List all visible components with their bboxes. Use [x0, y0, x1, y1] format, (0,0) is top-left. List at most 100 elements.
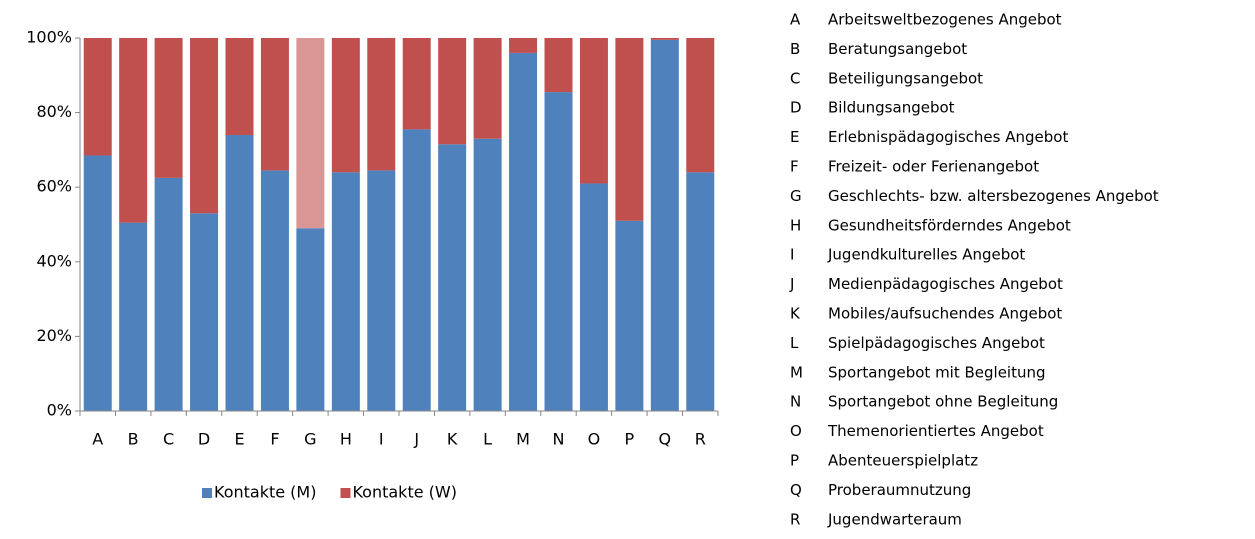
bar-segment: [367, 38, 396, 171]
bar-segment: [650, 38, 679, 40]
x-tick-label: R: [695, 430, 706, 449]
list-description: Spielpädagogisches Angebot: [828, 334, 1045, 352]
bar-segment: [260, 170, 289, 411]
bar-segment: [83, 38, 112, 156]
bar-segment: [331, 172, 360, 411]
x-tick-label: E: [234, 430, 244, 449]
list-description: Abenteuerspielplatz: [828, 452, 978, 470]
x-tick-label: G: [304, 430, 316, 449]
bar-segment: [260, 38, 289, 171]
bar-segment: [367, 170, 396, 411]
list-letter: H: [790, 216, 801, 234]
x-tick-label: B: [128, 430, 139, 449]
list-description: Medienpädagogisches Angebot: [828, 275, 1063, 293]
bar-segment: [544, 92, 573, 412]
list-description: Gesundheitsförderndes Angebot: [828, 216, 1071, 234]
bar-segment: [402, 129, 431, 411]
list-description: Themenorientiertes Angebot: [827, 422, 1044, 440]
list-letter: R: [790, 510, 800, 528]
list-description: Jugendwarteraum: [827, 510, 962, 528]
bar-segment: [331, 38, 360, 173]
x-tick-label: N: [553, 430, 565, 449]
y-tick-label: 20%: [36, 326, 72, 345]
x-tick-label: Q: [659, 430, 672, 449]
list-description: Arbeitsweltbezogenes Angebot: [828, 11, 1062, 29]
x-tick-label: A: [92, 430, 103, 449]
legend-label: Kontakte (M): [214, 483, 316, 502]
list-description: Beratungsangebot: [828, 40, 967, 58]
bar-segment: [119, 38, 148, 223]
list-letter: M: [790, 363, 803, 381]
list-letter: E: [790, 128, 799, 146]
bar-segment: [686, 38, 715, 173]
bar-segment: [296, 38, 325, 229]
x-tick-label: O: [588, 430, 601, 449]
x-tick-label: K: [447, 430, 458, 449]
bar-segment: [190, 213, 219, 411]
legend-swatch: [202, 488, 212, 498]
legend-swatch: [340, 488, 351, 498]
x-tick-label: I: [379, 430, 384, 449]
x-tick-label: P: [625, 430, 635, 449]
bar-segment: [438, 144, 467, 411]
bar-segment: [83, 155, 112, 411]
list-letter: D: [790, 99, 802, 117]
bar-segment: [650, 39, 679, 412]
list-description: Proberaumnutzung: [828, 481, 971, 499]
bar-segment: [509, 52, 538, 412]
bar-segment: [190, 38, 219, 214]
list-letter: Q: [790, 481, 802, 499]
category-list: A Arbeitsweltbezogenes Angebot B Beratungsa…: [789, 11, 1159, 529]
list-description: Freizeit- oder Ferienangebot: [828, 158, 1039, 176]
list-letter: F: [790, 158, 799, 176]
bar-segment: [154, 177, 183, 411]
x-tick-label: H: [340, 430, 352, 449]
list-description: Beteiligungsangebot: [828, 69, 983, 87]
list-letter: N: [790, 393, 801, 411]
bar-segment: [402, 38, 431, 130]
list-letter: P: [790, 452, 799, 470]
x-tick-label: C: [163, 430, 174, 449]
bar-segment: [579, 183, 608, 411]
bar-segment: [438, 38, 467, 145]
y-tick-label: 60%: [36, 177, 72, 196]
list-description: Erlebnispädagogisches Angebot: [828, 128, 1068, 146]
bar-segment: [473, 138, 502, 411]
x-tick-label: L: [483, 430, 492, 449]
list-letter: B: [790, 40, 800, 58]
list-description: Bildungsangebot: [828, 99, 955, 117]
bar-segment: [119, 222, 148, 411]
y-tick-label: 40%: [36, 251, 72, 270]
list-letter: J: [789, 275, 794, 293]
list-letter: O: [790, 422, 802, 440]
x-tick-label: F: [270, 430, 279, 449]
y-tick-label: 80%: [36, 102, 72, 121]
x-tick-label: J: [413, 430, 419, 449]
bar-segment: [686, 172, 715, 411]
legend-label: Kontakte (W): [352, 483, 456, 502]
bar-segment: [544, 38, 573, 93]
list-letter: I: [790, 246, 794, 264]
bar-segment: [615, 220, 644, 411]
bar-segment: [296, 228, 325, 411]
bar-segment: [225, 38, 254, 135]
bar-segment: [154, 38, 183, 178]
y-tick-label: 100%: [26, 28, 72, 47]
y-tick-label: 0%: [47, 401, 72, 420]
list-letter: L: [790, 334, 799, 352]
list-letter: C: [790, 69, 800, 87]
list-description: Jugendkulturelles Angebot: [827, 246, 1025, 264]
bar-segment: [225, 134, 254, 412]
bar-segment: [473, 38, 502, 139]
list-letter: G: [790, 187, 802, 205]
list-letter: K: [790, 305, 801, 323]
x-tick-label: M: [516, 430, 530, 449]
bar-segment: [579, 38, 608, 184]
list-description: Sportangebot ohne Begleitung: [828, 393, 1058, 411]
bar-segment: [615, 38, 644, 221]
list-description: Sportangebot mit Begleitung: [828, 363, 1046, 381]
list-description: Mobiles/aufsuchendes Angebot: [828, 305, 1062, 323]
list-description: Geschlechts- bzw. altersbezogenes Angebo…: [828, 187, 1159, 205]
x-tick-label: D: [198, 430, 210, 449]
